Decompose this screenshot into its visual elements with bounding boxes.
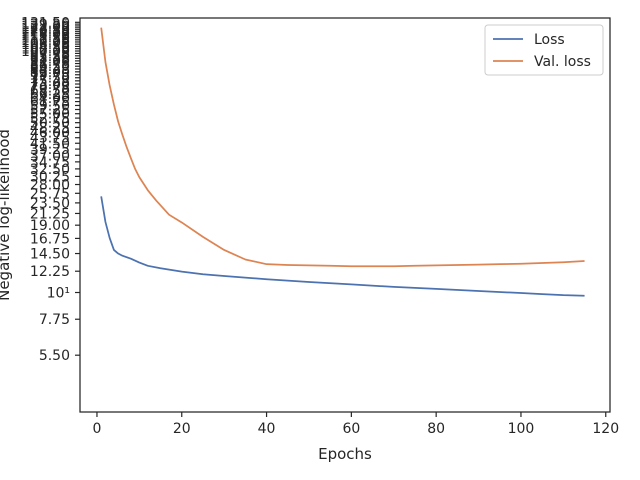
y-tick-label: 61.75	[30, 95, 70, 111]
y-tick-label: 73.00	[30, 77, 70, 93]
y-axis-label: Negative log-likelihood	[0, 129, 13, 301]
y-tick-label: 109.00	[21, 35, 70, 51]
series-line-loss	[100, 196, 585, 297]
y-tick-label: 70.75	[30, 80, 70, 96]
y-tick-label: 23.50	[30, 196, 70, 212]
y-tick-label: 93.25	[30, 51, 70, 67]
y-tick-label: 30.25	[30, 169, 70, 185]
y-tick-label: 57.25	[30, 103, 70, 119]
y-tick-label: 106.75	[21, 37, 70, 53]
plot-marks	[100, 27, 585, 297]
y-tick-label: 16.75	[30, 231, 70, 247]
x-tick-label: 20	[173, 421, 191, 437]
y-tick-label: 86.50	[30, 59, 70, 75]
y-tick-label: 102.25	[21, 42, 70, 58]
legend: Loss Val. loss	[484, 24, 604, 76]
x-tick-label: 40	[258, 421, 276, 437]
y-tick-label: 111.25	[21, 33, 70, 49]
y-tick-label: 37.00	[30, 148, 70, 164]
legend-box	[484, 24, 604, 76]
y-tick-label: 34.75	[30, 155, 70, 171]
y-tick-label: 55.00	[30, 107, 70, 123]
y-tick-label: 97.75	[30, 46, 70, 62]
y-tick-label: 10¹	[47, 286, 70, 302]
y-tick-label: 88.75	[30, 57, 70, 73]
y-tick-label: 25.75	[30, 186, 70, 202]
y-tick-label: 5.50	[39, 348, 70, 364]
y-tick-label: 124.75	[21, 21, 70, 37]
y-tick-label: 129.25	[21, 17, 70, 33]
x-tick-label: 100	[508, 421, 535, 437]
y-tick-label: 120.25	[21, 25, 70, 41]
y-tick-label: 46.00	[30, 125, 70, 141]
y-tick-label: 91.00	[30, 54, 70, 70]
y-tick-label: 66.25	[30, 87, 70, 103]
x-tick-label: 0	[92, 421, 101, 437]
y-tick-label: 84.25	[30, 62, 70, 78]
y-tick-label: 113.50	[21, 31, 70, 47]
y-tick-label: 122.50	[21, 23, 70, 39]
y-tick-label: 127.00	[21, 19, 70, 35]
y-tick-label: 131.50	[21, 15, 70, 31]
series-line-val-loss	[100, 27, 585, 268]
x-axis-label: Epochs	[318, 445, 372, 463]
plot-frame	[79, 17, 611, 413]
x-axis: 0 20 40 60 80 100 120	[92, 412, 619, 437]
y-tick-label: 95.50	[30, 49, 70, 65]
y-tick-label: 50.50	[30, 116, 70, 132]
x-tick-label: 120	[592, 421, 619, 437]
y-tick-label: 7.75	[39, 312, 70, 328]
y-tick-label: 64.00	[30, 91, 70, 107]
y-tick-label: 28.00	[30, 178, 70, 194]
y-tick-label: 39.25	[30, 142, 70, 158]
y-tick-label: 19.00	[30, 218, 70, 234]
y-tick-label: 43.75	[30, 131, 70, 147]
y-axis: 5.50 7.75 10¹ 12.2514.5016.7519.0021.2523.5…	[21, 15, 80, 364]
y-tick-label: 59.50	[30, 98, 70, 114]
legend-label-loss: Loss	[534, 32, 565, 48]
y-tick-label: 79.75	[30, 68, 70, 84]
y-tick-label: 12.25	[30, 264, 70, 280]
y-tick-label: 48.25	[30, 120, 70, 136]
x-tick-label: 60	[342, 421, 360, 437]
y-tick-label: 52.75	[30, 111, 70, 127]
y-tick-label: 21.25	[30, 206, 70, 222]
y-tick-label: 32.50	[30, 162, 70, 178]
y-tick-label: 104.50	[21, 39, 70, 55]
y-tick-label: 68.50	[30, 84, 70, 100]
y-tick-label: 75.25	[30, 74, 70, 90]
y-tick-label: 118.00	[21, 27, 70, 43]
y-tick-label: 100.00	[21, 44, 70, 60]
y-tick-label: 41.50	[30, 136, 70, 152]
y-tick-label: 82.00	[30, 65, 70, 81]
y-tick-label: 14.50	[30, 247, 70, 263]
y-tick-label: 115.75	[21, 29, 70, 45]
x-tick-label: 80	[427, 421, 445, 437]
y-tick-label: 77.50	[30, 71, 70, 87]
legend-label-val-loss: Val. loss	[534, 54, 591, 70]
